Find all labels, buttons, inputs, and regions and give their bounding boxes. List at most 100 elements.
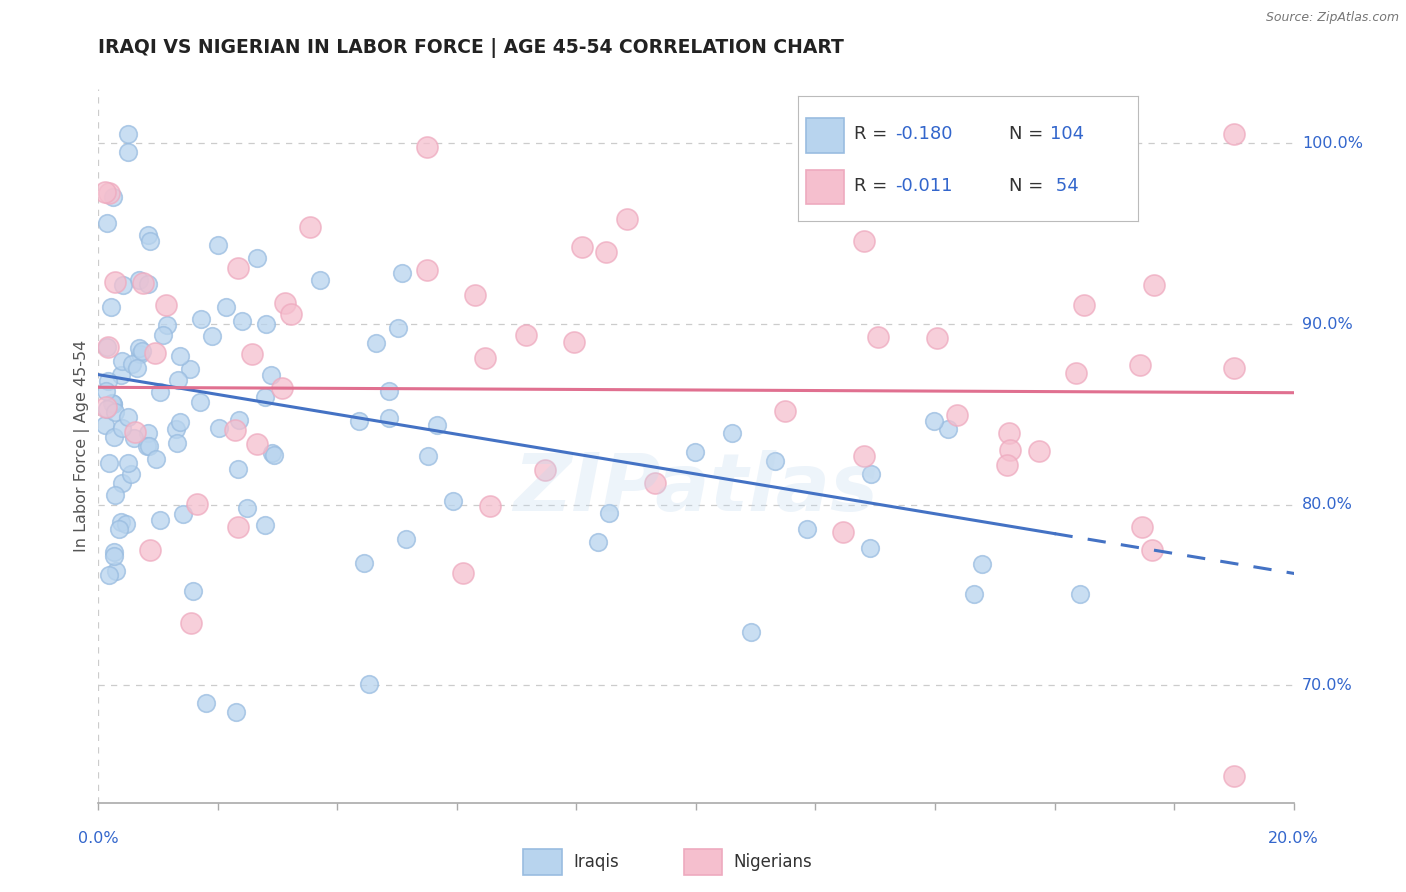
- Point: [104, 488, 127, 502]
- Point: [478, 500, 501, 514]
- Point: [179, 362, 201, 376]
- Point: [94, 418, 117, 433]
- Point: [832, 525, 855, 540]
- Point: [235, 500, 257, 515]
- Point: [120, 467, 142, 481]
- Point: [124, 425, 146, 439]
- Point: [101, 397, 124, 411]
- Point: [122, 431, 145, 445]
- Point: [353, 556, 375, 570]
- Point: [188, 395, 211, 409]
- Point: [208, 421, 231, 435]
- Point: [103, 549, 125, 563]
- Point: [166, 435, 188, 450]
- Point: [378, 384, 401, 398]
- Point: [387, 321, 409, 335]
- Text: Source: ZipAtlas.com: Source: ZipAtlas.com: [1265, 11, 1399, 24]
- Point: [377, 410, 399, 425]
- Point: [534, 462, 557, 476]
- Point: [1028, 444, 1050, 458]
- Point: [167, 374, 190, 388]
- Point: [131, 344, 153, 359]
- Point: [138, 234, 160, 248]
- Point: [136, 426, 159, 441]
- Point: [1143, 277, 1166, 292]
- Point: [110, 368, 132, 383]
- Text: 80.0%: 80.0%: [1302, 497, 1353, 512]
- Point: [186, 497, 208, 511]
- Point: [246, 251, 269, 265]
- Point: [1222, 769, 1246, 783]
- Point: [998, 426, 1021, 441]
- Point: [364, 335, 387, 350]
- Point: [136, 277, 159, 291]
- Point: [110, 516, 132, 530]
- Point: [111, 421, 134, 435]
- Point: [945, 408, 967, 422]
- Point: [228, 413, 250, 427]
- Point: [156, 318, 179, 333]
- Point: [391, 266, 413, 280]
- Point: [963, 586, 986, 600]
- Point: [155, 298, 177, 312]
- Point: [152, 328, 174, 343]
- Point: [859, 467, 882, 481]
- Point: [101, 397, 124, 411]
- Point: [254, 318, 277, 332]
- Point: [111, 475, 134, 490]
- Point: [149, 384, 172, 399]
- Point: [416, 140, 439, 154]
- Point: [1130, 519, 1153, 533]
- Point: [194, 697, 218, 711]
- Point: [1140, 542, 1163, 557]
- Point: [94, 185, 117, 199]
- Point: [103, 545, 125, 559]
- Point: [117, 128, 139, 142]
- Point: [598, 506, 620, 520]
- Point: [94, 384, 117, 398]
- Point: [853, 449, 876, 463]
- Point: [925, 330, 948, 344]
- Text: IRAQI VS NIGERIAN IN LABOR FORCE | AGE 45-54 CORRELATION CHART: IRAQI VS NIGERIAN IN LABOR FORCE | AGE 4…: [98, 38, 844, 58]
- Text: ZIPatlas: ZIPatlas: [513, 450, 879, 528]
- Point: [103, 190, 125, 204]
- Point: [112, 278, 135, 293]
- Point: [215, 300, 238, 314]
- Point: [1066, 366, 1088, 380]
- Point: [201, 329, 224, 343]
- Point: [121, 357, 143, 371]
- Point: [260, 368, 283, 382]
- Point: [246, 437, 269, 451]
- Point: [474, 351, 496, 365]
- Point: [280, 307, 302, 321]
- Point: [441, 494, 464, 508]
- Point: [117, 456, 139, 470]
- Point: [225, 706, 247, 720]
- Point: [763, 454, 786, 468]
- Point: [1129, 358, 1152, 372]
- Point: [125, 360, 148, 375]
- Point: [169, 349, 191, 363]
- Point: [263, 448, 285, 462]
- Point: [128, 273, 150, 287]
- Point: [172, 507, 194, 521]
- Point: [136, 228, 159, 243]
- Point: [683, 444, 706, 458]
- Point: [143, 345, 166, 359]
- Point: [644, 476, 666, 491]
- Point: [1069, 587, 1091, 601]
- Text: 100.0%: 100.0%: [1302, 136, 1362, 151]
- Point: [1222, 128, 1246, 142]
- Point: [226, 261, 249, 276]
- Text: 70.0%: 70.0%: [1302, 678, 1353, 693]
- Point: [260, 446, 283, 460]
- Text: 20.0%: 20.0%: [1268, 830, 1319, 846]
- Point: [138, 440, 160, 454]
- Point: [359, 676, 381, 690]
- Point: [181, 584, 204, 599]
- Point: [595, 244, 617, 259]
- Point: [721, 425, 744, 440]
- Point: [796, 522, 818, 536]
- Point: [586, 534, 609, 549]
- Point: [165, 422, 187, 436]
